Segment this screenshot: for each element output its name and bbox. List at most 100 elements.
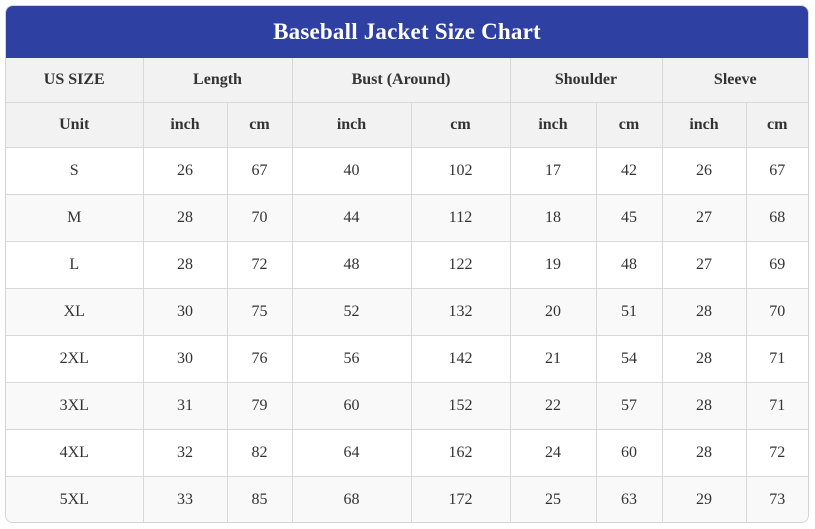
value-cell: 142	[411, 335, 511, 383]
header-length: Length	[143, 58, 293, 103]
table-row: 4XL 32 82 64 162 24 60 28 72	[6, 429, 808, 477]
table-row: 5XL 33 85 68 172 25 63 29 73	[6, 476, 808, 522]
value-cell: 45	[596, 194, 663, 242]
value-cell: 31	[143, 382, 228, 430]
header-us-size: US SIZE	[6, 58, 144, 103]
value-cell: 19	[510, 241, 597, 289]
table-row: L 28 72 48 122 19 48 27 69	[6, 241, 808, 289]
value-cell: 70	[746, 288, 808, 336]
value-cell: 67	[746, 147, 808, 195]
header-bust: Bust (Around)	[292, 58, 511, 103]
table-body: S 26 67 40 102 17 42 26 67 M 28 70 44 112 18 45 27 68 L 28 7…	[6, 147, 808, 522]
value-cell: 32	[143, 429, 228, 477]
value-cell: 29	[662, 476, 747, 522]
size-cell: S	[6, 147, 144, 195]
value-cell: 69	[746, 241, 808, 289]
value-cell: 21	[510, 335, 597, 383]
value-cell: 48	[292, 241, 412, 289]
unit-cell: inch	[662, 102, 747, 148]
size-cell: M	[6, 194, 144, 242]
table-row: 2XL 30 76 56 142 21 54 28 71	[6, 335, 808, 383]
value-cell: 51	[596, 288, 663, 336]
header-sleeve: Sleeve	[662, 58, 808, 103]
size-cell: 2XL	[6, 335, 144, 383]
value-cell: 17	[510, 147, 597, 195]
table-row: 3XL 31 79 60 152 22 57 28 71	[6, 382, 808, 430]
value-cell: 85	[227, 476, 293, 522]
chart-title: Baseball Jacket Size Chart	[6, 6, 808, 58]
unit-cell: inch	[510, 102, 597, 148]
value-cell: 18	[510, 194, 597, 242]
header-row-units: Unit inch cm inch cm inch cm inch cm	[6, 102, 808, 148]
value-cell: 67	[227, 147, 293, 195]
value-cell: 71	[746, 382, 808, 430]
value-cell: 102	[411, 147, 511, 195]
size-cell: XL	[6, 288, 144, 336]
value-cell: 26	[143, 147, 228, 195]
value-cell: 122	[411, 241, 511, 289]
value-cell: 28	[662, 335, 747, 383]
value-cell: 172	[411, 476, 511, 522]
value-cell: 72	[227, 241, 293, 289]
size-cell: L	[6, 241, 144, 289]
value-cell: 28	[143, 241, 228, 289]
value-cell: 22	[510, 382, 597, 430]
value-cell: 56	[292, 335, 412, 383]
unit-cell: cm	[411, 102, 511, 148]
table-row: S 26 67 40 102 17 42 26 67	[6, 147, 808, 195]
size-table: US SIZE Length Bust (Around) Shoulder Sl…	[6, 58, 808, 522]
value-cell: 27	[662, 241, 747, 289]
value-cell: 44	[292, 194, 412, 242]
value-cell: 48	[596, 241, 663, 289]
value-cell: 24	[510, 429, 597, 477]
table-row: M 28 70 44 112 18 45 27 68	[6, 194, 808, 242]
value-cell: 30	[143, 288, 228, 336]
value-cell: 26	[662, 147, 747, 195]
value-cell: 75	[227, 288, 293, 336]
unit-cell: cm	[746, 102, 808, 148]
size-cell: 3XL	[6, 382, 144, 430]
value-cell: 25	[510, 476, 597, 522]
header-shoulder: Shoulder	[510, 58, 663, 103]
value-cell: 60	[596, 429, 663, 477]
size-cell: 5XL	[6, 476, 144, 522]
value-cell: 162	[411, 429, 511, 477]
value-cell: 42	[596, 147, 663, 195]
value-cell: 63	[596, 476, 663, 522]
header-row-measurements: US SIZE Length Bust (Around) Shoulder Sl…	[6, 58, 808, 103]
value-cell: 28	[662, 288, 747, 336]
value-cell: 68	[292, 476, 412, 522]
value-cell: 71	[746, 335, 808, 383]
unit-cell: inch	[143, 102, 228, 148]
value-cell: 27	[662, 194, 747, 242]
value-cell: 28	[662, 382, 747, 430]
unit-cell: cm	[227, 102, 293, 148]
unit-cell: cm	[596, 102, 663, 148]
value-cell: 73	[746, 476, 808, 522]
size-cell: 4XL	[6, 429, 144, 477]
value-cell: 57	[596, 382, 663, 430]
value-cell: 70	[227, 194, 293, 242]
value-cell: 40	[292, 147, 412, 195]
header-unit: Unit	[6, 102, 144, 148]
value-cell: 82	[227, 429, 293, 477]
size-chart-card: Baseball Jacket Size Chart US SIZE Lengt…	[5, 5, 809, 523]
value-cell: 76	[227, 335, 293, 383]
value-cell: 33	[143, 476, 228, 522]
value-cell: 54	[596, 335, 663, 383]
value-cell: 20	[510, 288, 597, 336]
value-cell: 28	[143, 194, 228, 242]
value-cell: 132	[411, 288, 511, 336]
value-cell: 112	[411, 194, 511, 242]
value-cell: 68	[746, 194, 808, 242]
value-cell: 52	[292, 288, 412, 336]
unit-cell: inch	[292, 102, 412, 148]
value-cell: 64	[292, 429, 412, 477]
value-cell: 72	[746, 429, 808, 477]
value-cell: 79	[227, 382, 293, 430]
value-cell: 30	[143, 335, 228, 383]
value-cell: 60	[292, 382, 412, 430]
table-row: XL 30 75 52 132 20 51 28 70	[6, 288, 808, 336]
value-cell: 152	[411, 382, 511, 430]
value-cell: 28	[662, 429, 747, 477]
